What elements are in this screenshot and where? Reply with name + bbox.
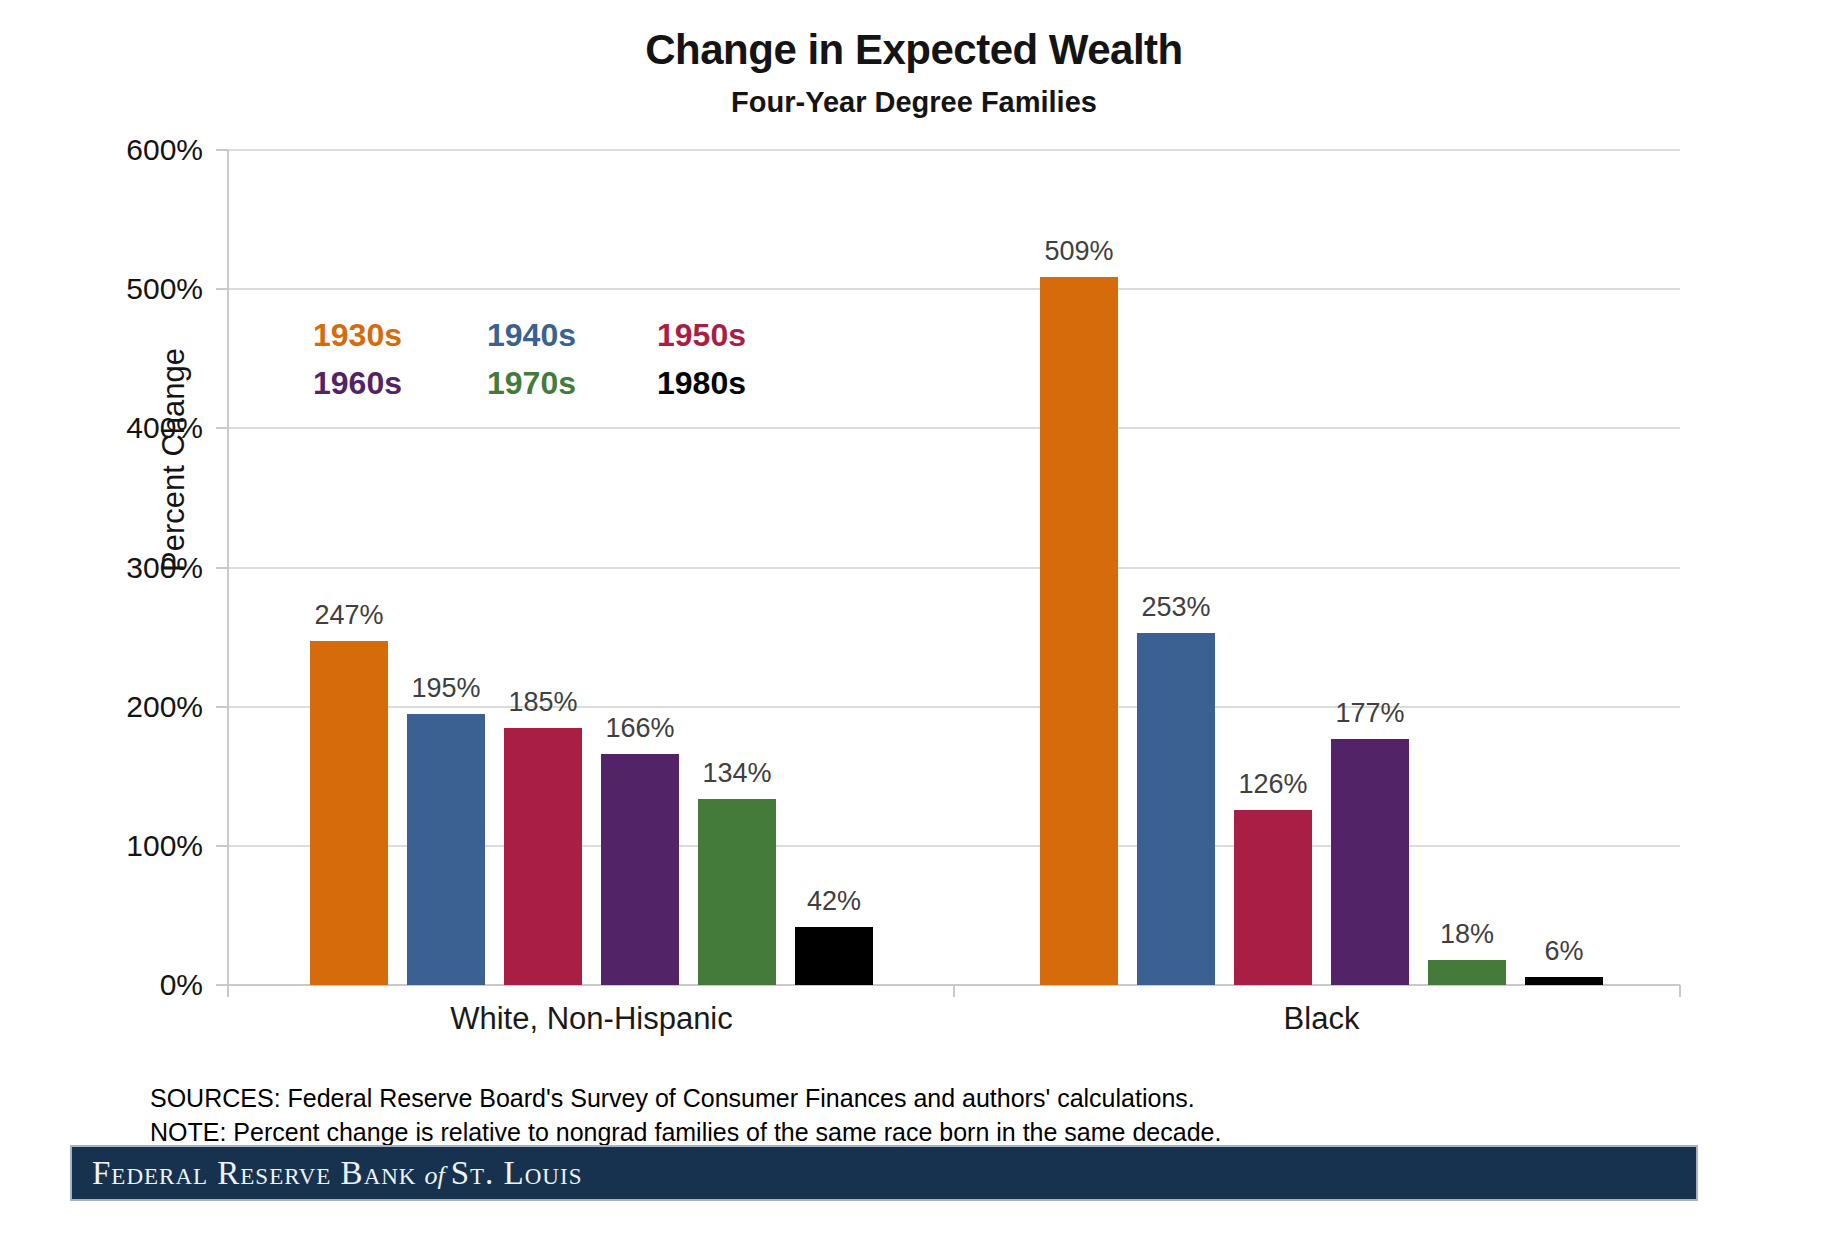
legend-item-1940s: 1940s xyxy=(487,318,576,352)
y-tick-label-0: 0% xyxy=(93,970,203,1000)
bar-value-label-1940s-1: 253% xyxy=(1106,593,1246,621)
methodology-note: NOTE: Percent change is relative to nong… xyxy=(150,1117,1221,1147)
gridline-600 xyxy=(228,149,1680,151)
bank-name-part2: St. Louis xyxy=(451,1155,583,1191)
x-axis-tick-1 xyxy=(953,985,955,997)
bar-value-label-1930s-1: 509% xyxy=(1009,237,1149,265)
bar-1950s-black xyxy=(1234,810,1312,985)
x-axis-tick-0 xyxy=(227,985,229,997)
y-axis-line xyxy=(227,150,229,985)
bar-value-label-1950s-1: 126% xyxy=(1203,770,1343,798)
y-tick-label-100: 100% xyxy=(93,831,203,861)
y-tick-label-500: 500% xyxy=(93,274,203,304)
y-tick-label-400: 400% xyxy=(93,413,203,443)
chart-figure: Change in Expected Wealth Four-Year Degr… xyxy=(0,0,1828,1234)
gridline-400 xyxy=(228,427,1680,429)
bar-1980s-white xyxy=(795,927,873,985)
footer-banner: Federal Reserve Bank ofSt. Louis xyxy=(70,1145,1698,1201)
bank-name-of: of xyxy=(424,1161,444,1190)
bank-logo-text: Federal Reserve Bank ofSt. Louis xyxy=(92,1155,582,1192)
gridline-300 xyxy=(228,567,1680,569)
bar-value-label-1980s-0: 42% xyxy=(764,887,904,915)
bar-value-label-1970s-0: 134% xyxy=(667,759,807,787)
bar-value-label-1950s-0: 185% xyxy=(473,688,613,716)
x-category-label-black: Black xyxy=(1122,1002,1522,1036)
bar-value-label-1930s-0: 247% xyxy=(279,601,419,629)
legend-item-1950s: 1950s xyxy=(657,318,746,352)
legend-item-1970s: 1970s xyxy=(487,366,576,400)
bar-1930s-black xyxy=(1040,277,1118,985)
bar-1980s-black xyxy=(1525,977,1603,985)
gridline-500 xyxy=(228,288,1680,290)
bar-1940s-white xyxy=(407,714,485,985)
y-tick-label-200: 200% xyxy=(93,692,203,722)
chart-title: Change in Expected Wealth xyxy=(0,26,1828,74)
bar-1950s-white xyxy=(504,728,582,985)
bar-value-label-1980s-1: 6% xyxy=(1494,937,1634,965)
bar-1940s-black xyxy=(1137,633,1215,985)
bar-value-label-1960s-1: 177% xyxy=(1300,699,1440,727)
x-axis-tick-2 xyxy=(1679,985,1681,997)
bar-value-label-1960s-0: 166% xyxy=(570,714,710,742)
chart-subtitle: Four-Year Degree Families xyxy=(0,86,1828,119)
bank-name-part1: Federal Reserve Bank xyxy=(92,1155,416,1191)
bar-1960s-black xyxy=(1331,739,1409,985)
legend-item-1960s: 1960s xyxy=(313,366,402,400)
y-tick-label-300: 300% xyxy=(93,553,203,583)
legend-item-1930s: 1930s xyxy=(313,318,402,352)
x-category-label-white: White, Non-Hispanic xyxy=(392,1002,792,1036)
sources-note: SOURCES: Federal Reserve Board's Survey … xyxy=(150,1083,1195,1113)
legend-item-1980s: 1980s xyxy=(657,366,746,400)
gridline-200 xyxy=(228,706,1680,708)
y-tick-label-600: 600% xyxy=(93,135,203,165)
bar-1960s-white xyxy=(601,754,679,985)
